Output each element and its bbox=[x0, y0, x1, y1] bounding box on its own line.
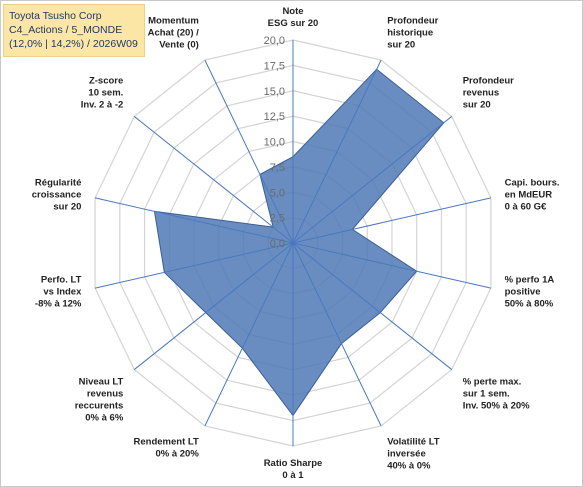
axis-spoke bbox=[133, 242, 294, 370]
tick-label: 20,0 bbox=[264, 35, 285, 47]
axis-label: Volatilité LT inversée 40% à 0% bbox=[387, 437, 440, 472]
tick-label: 7,5 bbox=[270, 162, 285, 174]
axis-spoke bbox=[292, 242, 453, 370]
axis-label: Perfo. LT vs Index -8% à 12% bbox=[35, 274, 82, 309]
axis-label: % perfo 1A positive 50% à 80% bbox=[505, 274, 555, 309]
axis-spoke bbox=[292, 197, 492, 244]
tick-label: 0,0 bbox=[270, 238, 285, 250]
axis-label: Ratio Sharpe 0 à 1 bbox=[264, 458, 323, 481]
axis-spoke bbox=[292, 242, 492, 289]
axis-label: % perte max. sur 1 sem. Inv. 50% à 20% bbox=[463, 376, 530, 411]
series-area bbox=[153, 68, 445, 417]
axis-label: Niveau LT revenus reccurents 0% à 6% bbox=[75, 376, 124, 423]
tick-label: 12,5 bbox=[264, 111, 285, 123]
tick-label: 15,0 bbox=[264, 86, 285, 98]
chart-title-box: Toyota Tsusho Corp C4_Actions / 5_MONDE … bbox=[3, 4, 145, 57]
axis-spoke bbox=[94, 197, 294, 244]
axis-spoke bbox=[133, 116, 294, 244]
axis-spoke bbox=[204, 242, 294, 427]
tick-label: 2,5 bbox=[270, 213, 285, 225]
axis-label: Momentum Achat (20) / Vente (0) bbox=[148, 16, 200, 51]
axis-label: Note ESG sur 20 bbox=[268, 6, 319, 29]
axis-spoke bbox=[292, 242, 382, 427]
axis-spoke bbox=[292, 59, 382, 244]
axis-label: Profondeur historique sur 20 bbox=[387, 16, 438, 51]
title-stats: (12,0% | 14,2%) / 2026W09 bbox=[9, 38, 138, 50]
tick-label: 17,5 bbox=[264, 60, 285, 72]
axis-label: Z-score 10 sem. Inv. 2 à -2 bbox=[81, 76, 124, 111]
tick-label: 10,0 bbox=[264, 137, 285, 149]
title-category: C4_Actions / 5_MONDE bbox=[9, 24, 123, 36]
axis-label: Rendement LT 0% à 20% bbox=[134, 437, 200, 460]
axis-spoke bbox=[94, 242, 294, 289]
axis-label: Profondeur revenus sur 20 bbox=[463, 76, 514, 111]
axis-label: Capi. bours. en MdEUR 0 à 60 G€ bbox=[505, 178, 560, 213]
title-company: Toyota Tsusho Corp bbox=[9, 10, 102, 22]
tick-label: 5,0 bbox=[270, 187, 285, 199]
axis-spoke bbox=[204, 59, 294, 244]
axis-spoke bbox=[292, 116, 453, 244]
axis-label: Régularité croissance sur 20 bbox=[32, 178, 82, 213]
